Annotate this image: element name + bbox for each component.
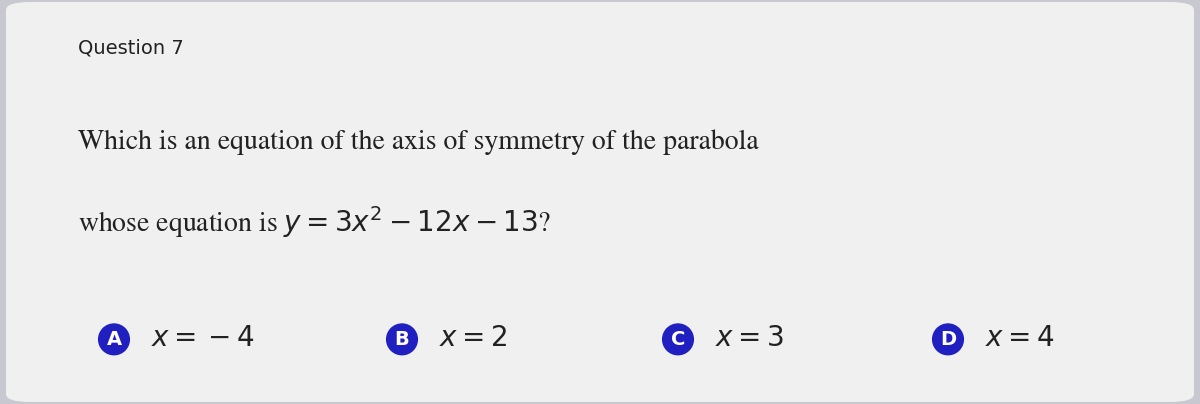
Ellipse shape [932,324,964,355]
Text: $x = 4$: $x = 4$ [985,327,1055,352]
Ellipse shape [662,324,694,355]
Text: B: B [395,330,409,349]
Text: Question 7: Question 7 [78,38,184,57]
Text: C: C [671,330,685,349]
Text: D: D [940,330,956,349]
Ellipse shape [386,324,418,355]
Text: whose equation is $y = 3x^2 - 12x - 13$?: whose equation is $y = 3x^2 - 12x - 13$? [78,204,552,240]
Text: $x = 2$: $x = 2$ [439,327,508,352]
Text: $x = -4$: $x = -4$ [151,327,254,352]
Text: A: A [107,330,121,349]
Ellipse shape [98,324,130,355]
Text: $x = 3$: $x = 3$ [715,327,784,352]
Text: Which is an equation of the axis of symmetry of the parabola: Which is an equation of the axis of symm… [78,129,758,155]
FancyBboxPatch shape [6,2,1194,402]
